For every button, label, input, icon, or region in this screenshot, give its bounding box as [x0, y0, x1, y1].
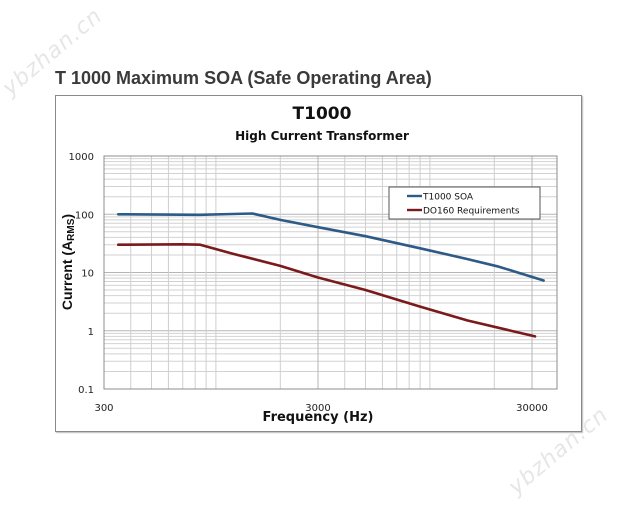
legend-box — [388, 186, 541, 220]
y-tick-label: 10 — [81, 269, 94, 280]
y-axis-label: Current (ARMS) — [59, 214, 77, 310]
x-tick-label: 300 — [94, 403, 113, 414]
series-line-t1000-soa — [117, 212, 545, 282]
legend: T1000 SOA DO160 Requirements — [388, 186, 541, 220]
plot-area-border — [103, 155, 558, 390]
grid — [103, 156, 557, 390]
series-line-do160 — [117, 243, 537, 338]
tick-labels: 0.1 1 10 100 1000 300 3000 30000 — [69, 152, 548, 414]
chart-title: T1000 — [292, 104, 352, 124]
y-tick-label: 1000 — [69, 152, 94, 163]
y-tick-label: 0.1 — [78, 385, 94, 396]
chart-frame — [55, 95, 582, 432]
chart-subtitle: High Current Transformer — [235, 129, 409, 143]
series-lines — [117, 212, 545, 338]
y-tick-label: 1 — [88, 327, 94, 338]
legend-label: DO160 Requirements — [423, 207, 520, 217]
y-tick-label: 100 — [75, 210, 94, 221]
page-title: T 1000 Maximum SOA (Safe Operating Area) — [55, 68, 432, 88]
x-axis-label: Frequency (Hz) — [263, 410, 374, 425]
x-tick-label: 30000 — [516, 403, 548, 414]
x-tick-label: 3000 — [305, 403, 330, 414]
legend-label: T1000 SOA — [422, 193, 474, 203]
